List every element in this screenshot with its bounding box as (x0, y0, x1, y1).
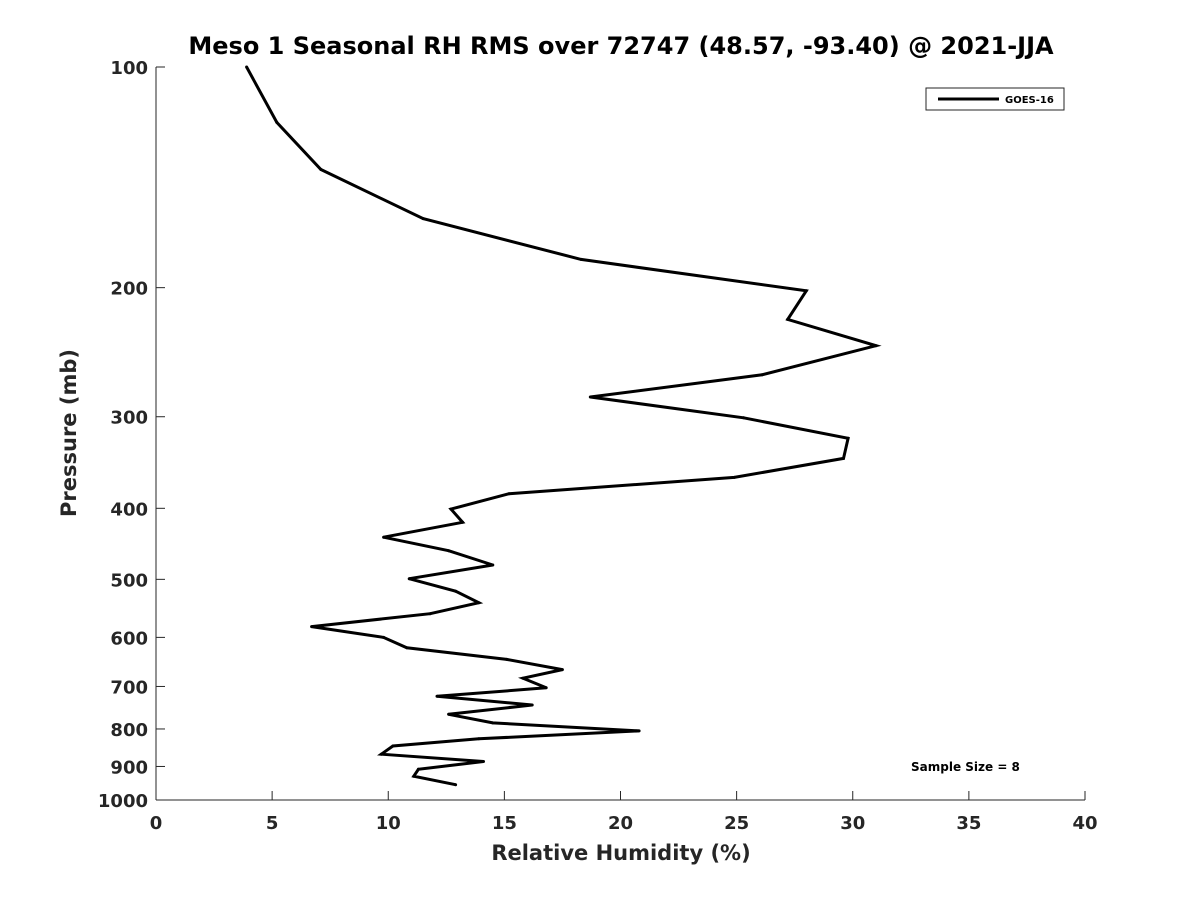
data-point (491, 563, 495, 567)
data-point (454, 589, 458, 593)
y-tick-label: 500 (110, 570, 148, 591)
data-point (560, 668, 564, 672)
data-point (846, 436, 850, 440)
data-point (379, 752, 383, 756)
data-point (530, 703, 534, 707)
data-point (310, 625, 314, 629)
data-point (449, 507, 453, 511)
data-point (588, 395, 592, 399)
y-tick-label: 1000 (98, 791, 148, 812)
data-point (732, 475, 736, 479)
data-point (245, 65, 249, 69)
data-point (435, 694, 439, 698)
x-tick-label: 30 (840, 813, 865, 834)
data-point (416, 767, 420, 771)
y-tick-label: 900 (110, 757, 148, 778)
data-point (382, 535, 386, 539)
data-point (391, 744, 395, 748)
data-point (477, 737, 481, 741)
y-tick-label: 800 (110, 720, 148, 741)
series-group (245, 65, 882, 787)
data-point (412, 774, 416, 778)
data-point (428, 612, 432, 616)
x-tick-label: 0 (150, 813, 163, 834)
data-point (382, 635, 386, 639)
y-axis-label: Pressure (mb) (57, 349, 81, 517)
x-ticks: 0 5 10 15 20 25 30 35 40 (150, 791, 1098, 834)
x-tick-label: 5 (266, 813, 279, 834)
legend: GOES-16 (925, 87, 1065, 111)
chart-title: Meso 1 Seasonal RH RMS over 72747 (48.57… (188, 32, 1054, 60)
y-tick-label: 300 (110, 408, 148, 429)
legend-entry-goes-16: GOES-16 (1005, 95, 1054, 106)
data-point (477, 601, 481, 605)
data-point (505, 657, 509, 661)
data-point (579, 257, 583, 261)
data-point (544, 686, 548, 690)
x-tick-label: 25 (724, 813, 749, 834)
x-tick-label: 35 (956, 813, 981, 834)
data-point (275, 120, 279, 124)
data-point (405, 646, 409, 650)
data-point (454, 783, 458, 787)
data-point (742, 416, 746, 420)
y-tick-label: 400 (110, 499, 148, 520)
y-tick-label: 100 (110, 58, 148, 79)
x-tick-label: 20 (608, 813, 633, 834)
data-point (507, 492, 511, 496)
data-point (447, 712, 451, 716)
data-point (786, 317, 790, 321)
data-point (461, 520, 465, 524)
data-point (760, 373, 764, 377)
y-tick-label: 700 (110, 677, 148, 698)
data-point (842, 456, 845, 460)
x-tick-label: 15 (492, 813, 517, 834)
data-point (804, 289, 808, 293)
data-point (521, 676, 525, 680)
x-tick-label: 40 (1072, 813, 1097, 834)
y-tick-label: 200 (110, 279, 148, 300)
data-point (482, 760, 485, 763)
data-point (447, 549, 451, 553)
data-point (637, 729, 641, 733)
x-tick-label: 10 (376, 813, 401, 834)
data-point (874, 344, 878, 348)
sample-size-annotation: Sample Size = 8 (911, 760, 1020, 774)
data-point (319, 168, 323, 171)
y-ticks: 100 200 300 400 500 600 700 800 900 1000 (98, 58, 165, 812)
y-tick-label: 600 (110, 628, 148, 649)
data-point (407, 577, 411, 581)
data-point (491, 721, 495, 725)
x-axis-label: Relative Humidity (%) (491, 841, 750, 865)
data-point (421, 217, 425, 221)
